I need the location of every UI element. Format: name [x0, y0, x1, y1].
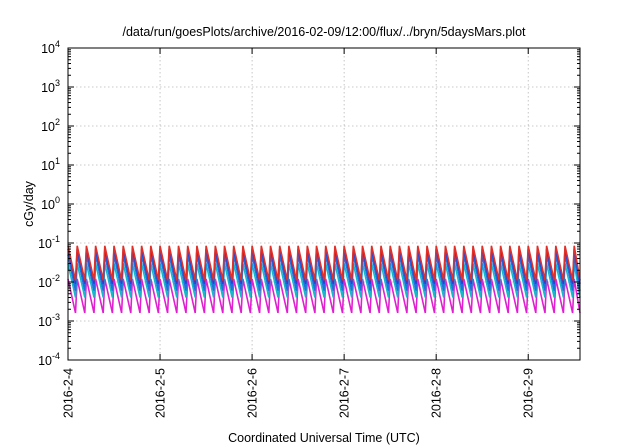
y-tick-label: 10-4: [38, 351, 60, 368]
y-tick-label: 102: [41, 117, 60, 134]
x-tick-label: 2016-2-7: [338, 368, 352, 418]
y-tick-label: 10-1: [38, 234, 60, 251]
x-tick-label: 2016-2-9: [522, 368, 536, 418]
y-tick-label: 10-3: [38, 312, 60, 329]
x-axis-label: Coordinated Universal Time (UTC): [228, 431, 420, 445]
grid: [67, 47, 580, 361]
x-tick-label: 2016-2-8: [430, 368, 444, 418]
x-tick-labels: 2016-2-4 2016-2-5 2016-2-6 2016-2-7 2016-2-8…: [62, 368, 536, 418]
x-tick-label: 2016-2-5: [154, 368, 168, 418]
y-tick-label: 100: [41, 195, 60, 212]
y-tick-label: 103: [41, 78, 60, 95]
series-layer: [67, 245, 581, 314]
x-tick-label: 2016-2-4: [62, 368, 76, 418]
y-tick-label: 101: [41, 156, 60, 173]
y-tick-label: 10-2: [38, 273, 60, 290]
y-tick-label: 104: [41, 39, 60, 56]
y-tick-labels: 10-4 10-3 10-2 10-1 100 101 102 103 104: [38, 39, 60, 368]
series-line: [67, 245, 581, 281]
y-axis-label: cGy/day: [22, 180, 36, 227]
chart-title: /data/run/goesPlots/archive/2016-02-09/1…: [122, 25, 526, 39]
x-tick-label: 2016-2-6: [246, 368, 260, 418]
ticks: [67, 47, 580, 361]
